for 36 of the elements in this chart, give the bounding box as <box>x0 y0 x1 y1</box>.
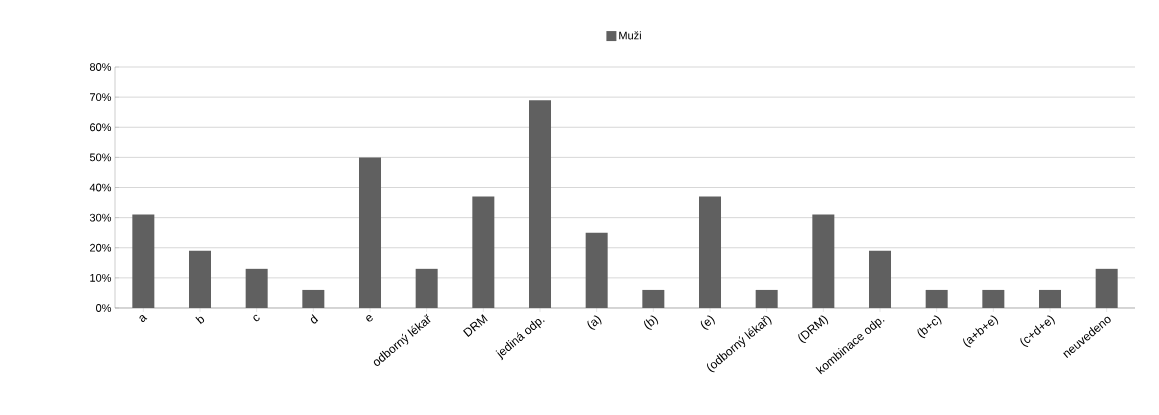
x-tick-label: d <box>310 314 319 324</box>
y-tick-label: 0% <box>96 304 112 312</box>
bar <box>755 289 778 308</box>
x-tick-label: b <box>195 316 205 325</box>
x-tick-label: c <box>253 314 260 322</box>
bar <box>359 157 381 308</box>
y-tick-label: 10% <box>90 273 112 282</box>
bar <box>812 214 835 308</box>
bar <box>529 100 551 308</box>
bar <box>245 268 268 308</box>
bar <box>585 232 608 308</box>
bar <box>925 289 948 308</box>
x-tick-label: (a) <box>587 315 602 330</box>
bar <box>189 250 211 308</box>
y-tick-label: 70% <box>90 93 112 102</box>
bar <box>132 214 155 308</box>
y-tick-label: 60% <box>90 123 112 132</box>
x-tick-label: e <box>366 315 373 322</box>
legend-label: Muži <box>619 31 641 40</box>
bar <box>302 289 325 308</box>
bar <box>642 289 665 308</box>
bar <box>1039 289 1061 308</box>
bar <box>699 196 721 308</box>
x-tick-label: a <box>139 315 148 323</box>
x-tick-label: (e) <box>700 315 715 330</box>
y-tick-label: 80% <box>89 63 112 71</box>
x-tick-label: (b) <box>644 315 659 330</box>
bar <box>472 196 495 308</box>
y-tick-label: 30% <box>89 213 112 222</box>
bar <box>415 268 438 308</box>
bar <box>982 289 1005 308</box>
bar <box>1095 268 1118 308</box>
y-tick-label: 50% <box>89 153 112 162</box>
bar <box>869 250 891 308</box>
y-tick-label: 40% <box>89 183 112 192</box>
y-tick-label: 20% <box>90 243 112 252</box>
